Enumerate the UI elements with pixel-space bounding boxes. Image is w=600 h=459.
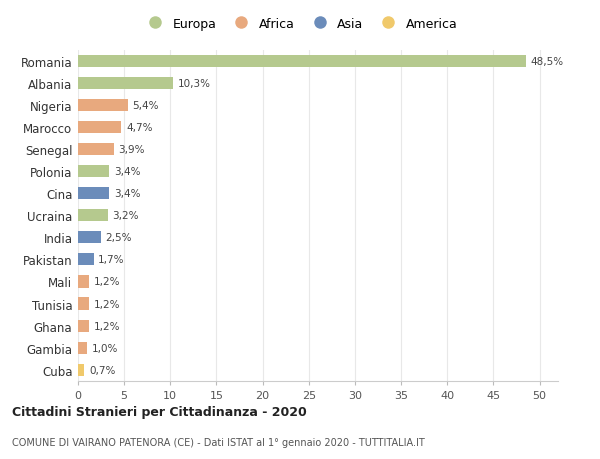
Bar [78,188,109,200]
Text: 1,2%: 1,2% [94,321,120,331]
Bar [78,232,101,244]
Bar [78,276,89,288]
Bar [78,122,121,134]
Text: 1,7%: 1,7% [98,255,125,265]
Text: 10,3%: 10,3% [178,78,211,89]
Text: 1,0%: 1,0% [92,343,118,353]
Text: 3,2%: 3,2% [112,211,139,221]
Bar [78,78,173,90]
Text: 3,4%: 3,4% [114,167,140,177]
Bar [78,342,87,354]
Text: 2,5%: 2,5% [106,233,132,243]
Text: 5,4%: 5,4% [133,101,159,111]
Bar [78,210,107,222]
Bar [78,166,109,178]
Bar [78,364,85,376]
Text: 1,2%: 1,2% [94,277,120,287]
Text: 48,5%: 48,5% [530,56,563,67]
Legend: Europa, Africa, Asia, America: Europa, Africa, Asia, America [142,18,458,31]
Text: 1,2%: 1,2% [94,299,120,309]
Text: 0,7%: 0,7% [89,365,115,375]
Text: 3,4%: 3,4% [114,189,140,199]
Text: 4,7%: 4,7% [126,123,152,133]
Bar [78,320,89,332]
Bar [78,254,94,266]
Bar [78,100,128,112]
Bar [78,298,89,310]
Bar [78,144,114,156]
Bar [78,56,526,67]
Text: Cittadini Stranieri per Cittadinanza - 2020: Cittadini Stranieri per Cittadinanza - 2… [12,405,307,419]
Text: 3,9%: 3,9% [119,145,145,155]
Text: COMUNE DI VAIRANO PATENORA (CE) - Dati ISTAT al 1° gennaio 2020 - TUTTITALIA.IT: COMUNE DI VAIRANO PATENORA (CE) - Dati I… [12,437,425,447]
